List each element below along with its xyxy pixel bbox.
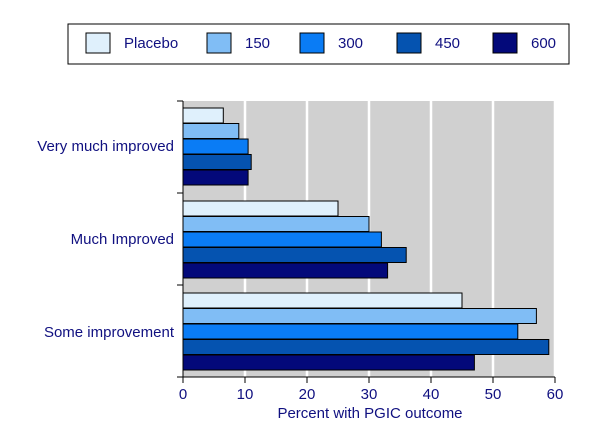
bar-very-much-improved-450: [182, 154, 252, 170]
y-tick-label: Much Improved: [71, 231, 174, 248]
x-tick-label: 60: [547, 386, 564, 403]
bar-much-improved-150: [182, 216, 370, 232]
bar-some-improvement-600: [182, 354, 475, 371]
legend-label-150: 150: [245, 35, 270, 52]
x-tick-label: 30: [361, 386, 378, 403]
x-tick-label: 10: [237, 386, 254, 403]
bar-very-much-improved-150: [182, 123, 240, 139]
bar-some-improvement-300: [182, 323, 519, 340]
legend-label-450: 450: [435, 35, 460, 52]
legend-label-300: 300: [338, 35, 363, 52]
bar-much-improved-600: [182, 262, 389, 279]
bar-very-much-improved-placebo: [182, 107, 224, 124]
bar-some-improvement-placebo: [182, 292, 463, 309]
legend-label-600: 600: [531, 35, 556, 52]
axes: Very much improved Much Improved Some impr…: [37, 100, 564, 422]
legend-swatch-600: [492, 32, 518, 54]
bar-very-much-improved-600: [182, 169, 249, 186]
bar-much-improved-450: [182, 247, 407, 263]
legend-label-placebo: Placebo: [124, 35, 178, 52]
legend-swatch-150: [206, 32, 232, 54]
x-tick-label: 50: [485, 386, 502, 403]
legend-swatch-300: [299, 32, 325, 54]
legend-swatch-450: [396, 32, 422, 54]
bar-some-improvement-150: [182, 308, 537, 324]
bar-very-much-improved-300: [182, 138, 249, 155]
legend: Placebo 150 300 450 600: [67, 23, 570, 65]
bar-much-improved-300: [182, 231, 382, 248]
bar-much-improved-placebo: [182, 200, 339, 217]
legend-swatch-placebo: [85, 32, 111, 54]
x-tick-label: 0: [179, 386, 187, 403]
plot-area: [182, 101, 557, 377]
x-tick-label: 20: [299, 386, 316, 403]
x-axis-title: Percent with PGIC outcome: [277, 405, 462, 422]
y-tick-label: Some improvement: [44, 324, 175, 341]
bar-some-improvement-450: [182, 339, 550, 355]
x-tick-label: 40: [423, 386, 440, 403]
y-tick-label: Very much improved: [37, 138, 174, 155]
